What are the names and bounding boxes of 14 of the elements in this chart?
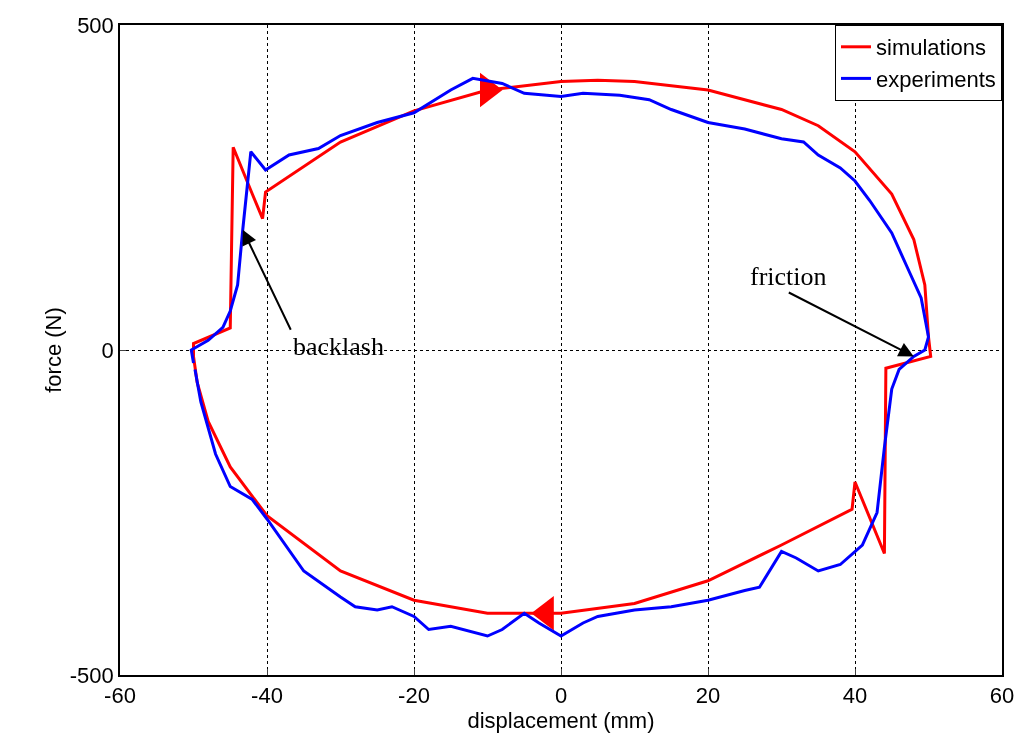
x-tick-label: 20: [695, 683, 721, 709]
legend-label: experiments: [876, 66, 996, 92]
x-tick-label: -40: [251, 683, 283, 709]
x-tick-label: -20: [398, 683, 430, 709]
x-axis-title: displacement (mm): [467, 708, 655, 734]
legend-label: simulations: [876, 35, 987, 61]
x-tick-label: 0: [554, 683, 568, 709]
annotation: backlash: [293, 332, 384, 361]
annotation: friction: [750, 262, 827, 291]
y-tick-label: 0: [101, 337, 114, 363]
x-tick-label: 60: [989, 683, 1015, 709]
y-tick-label: 500: [77, 12, 114, 38]
y-axis-title: force (N): [41, 307, 67, 393]
x-tick-label: 40: [842, 683, 868, 709]
